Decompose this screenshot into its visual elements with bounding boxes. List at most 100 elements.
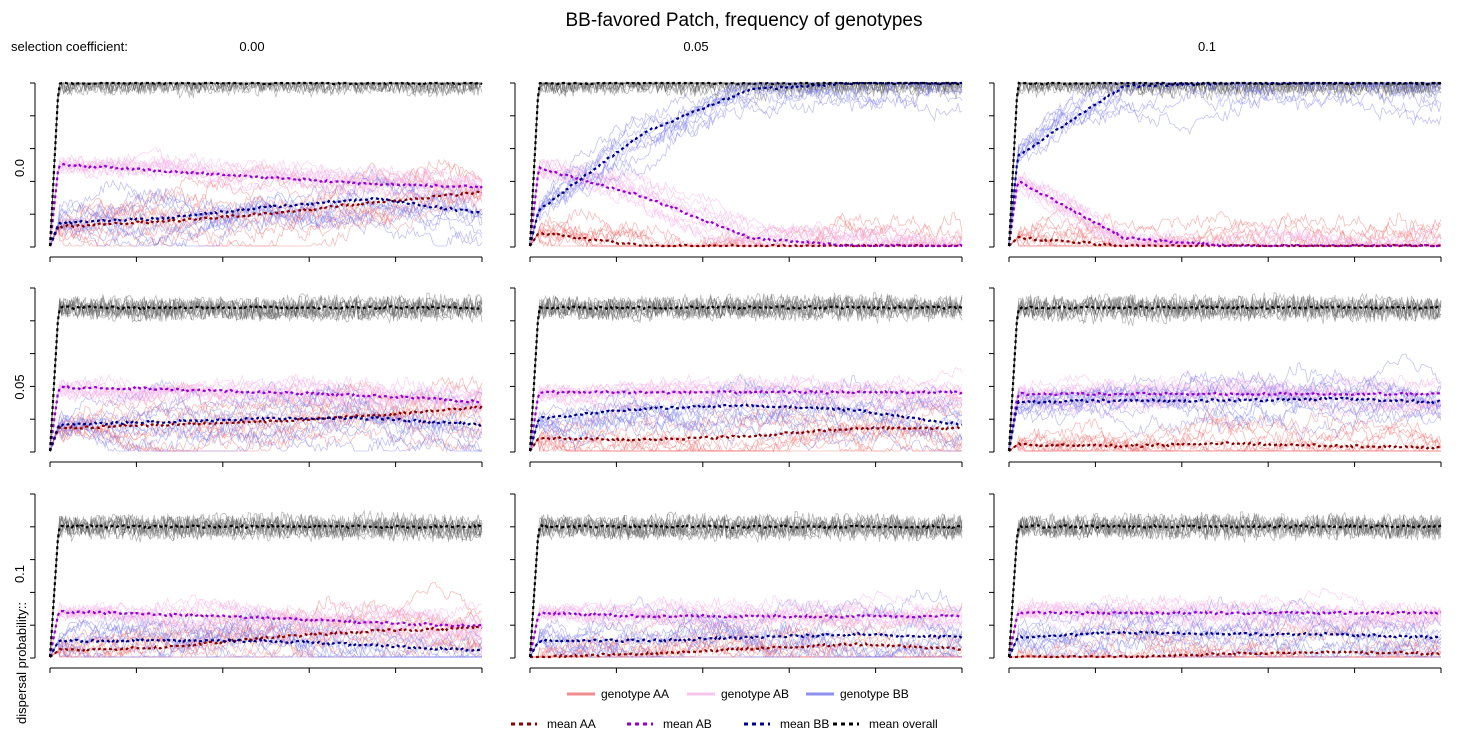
legend-label: mean AA [547, 717, 596, 731]
mean-line [1007, 180, 1442, 248]
panel-axes [989, 493, 1442, 673]
replicate-line [529, 366, 963, 452]
mean-line [528, 81, 962, 247]
replicate-line [49, 622, 482, 658]
replicate-line [529, 423, 963, 453]
replicate-line [49, 515, 483, 658]
panels [30, 81, 1442, 673]
replicate-line [49, 194, 483, 247]
replicate-line [49, 186, 483, 247]
panel-axes [510, 82, 963, 262]
replicate-line [49, 191, 483, 247]
replicate-line [1008, 618, 1442, 659]
replicate-line [529, 513, 963, 658]
replicate-line [529, 598, 963, 658]
replicate-line [49, 81, 483, 247]
replicate-line [1008, 516, 1442, 658]
mean-line [530, 642, 962, 659]
replicate-line [49, 377, 483, 452]
replicate-line [49, 514, 483, 658]
replicate-line [49, 630, 483, 659]
replicate-line [49, 172, 483, 247]
replicate-line [49, 192, 483, 247]
replicate-line [49, 386, 483, 452]
panel [989, 81, 1442, 262]
replicate-line [529, 168, 962, 248]
replicate-line [529, 382, 962, 452]
replicate-line [530, 632, 962, 658]
mean-line [529, 425, 963, 452]
replicate-line [1008, 373, 1442, 452]
replicate-line [529, 82, 962, 247]
mean-line [1007, 81, 1442, 247]
row-labels: 0.0 0.05 0.1 [12, 159, 27, 583]
replicate-line [1008, 81, 1442, 247]
replicate-line [49, 511, 483, 658]
mean-line [1007, 81, 1442, 247]
replicate-line [49, 620, 483, 659]
legend-label: genotype AB [721, 687, 789, 701]
panel [30, 287, 483, 467]
replicate-line [49, 81, 483, 247]
col-header-label: selection coefficient: [11, 39, 128, 54]
panel [30, 493, 483, 673]
replicate-line [49, 81, 483, 247]
legend: genotype AA genotype AB genotype BB mean AA… [511, 687, 938, 731]
replicate-line [1008, 421, 1442, 452]
replicate-line [49, 179, 483, 247]
replicate-line [1008, 353, 1442, 452]
replicate-line [530, 654, 962, 658]
replicate-line [1008, 513, 1442, 658]
replicate-line [49, 599, 483, 659]
replicate-line [1008, 377, 1442, 452]
replicate-line [1008, 374, 1442, 452]
replicate-line [49, 193, 483, 247]
replicate-line [1008, 82, 1442, 247]
replicate-line [530, 634, 963, 658]
replicate-line [529, 395, 963, 452]
replicate-line [1008, 292, 1441, 452]
replicate-line [49, 396, 483, 453]
replicate-line [529, 514, 963, 658]
replicate-line [49, 295, 483, 452]
replicate-line [530, 628, 963, 658]
replicate-line [49, 81, 482, 247]
replicate-line [1008, 378, 1442, 452]
replicate-line [49, 297, 483, 452]
replicate-line [49, 81, 482, 247]
replicate-line [529, 397, 963, 453]
replicate-line [1008, 596, 1442, 658]
panel [989, 493, 1442, 673]
chart-title: BB-favored Patch, frequency of genotypes [566, 10, 923, 31]
replicate-line [1008, 294, 1442, 452]
replicate-line [529, 292, 963, 452]
replicate-line [49, 81, 482, 247]
replicate-line [49, 611, 482, 658]
replicate-line [1008, 511, 1442, 658]
replicate-line [529, 295, 963, 452]
replicate-line [49, 601, 483, 658]
replicate-line [529, 401, 963, 452]
replicate-line [1008, 293, 1442, 452]
replicate-line [1008, 296, 1442, 452]
replicate-line [1008, 82, 1442, 247]
replicate-line [529, 293, 963, 452]
replicate-line [1008, 587, 1442, 658]
replicate-line [49, 168, 483, 247]
replicate-line [49, 296, 483, 452]
replicate-line [530, 623, 962, 658]
replicate-line [529, 81, 963, 247]
replicate-line [49, 514, 483, 658]
replicate-line [529, 616, 963, 659]
replicate-line [1008, 598, 1442, 658]
replicate-line [529, 513, 963, 658]
replicate-line [1008, 82, 1441, 247]
replicate-line [49, 190, 483, 248]
replicate-line [49, 610, 483, 659]
replicate-line [1008, 378, 1442, 452]
panel-axes [989, 287, 1442, 467]
replicate-line [49, 403, 483, 452]
replicate-line [1008, 81, 1441, 247]
panel [30, 81, 483, 262]
replicate-line [1009, 607, 1442, 659]
